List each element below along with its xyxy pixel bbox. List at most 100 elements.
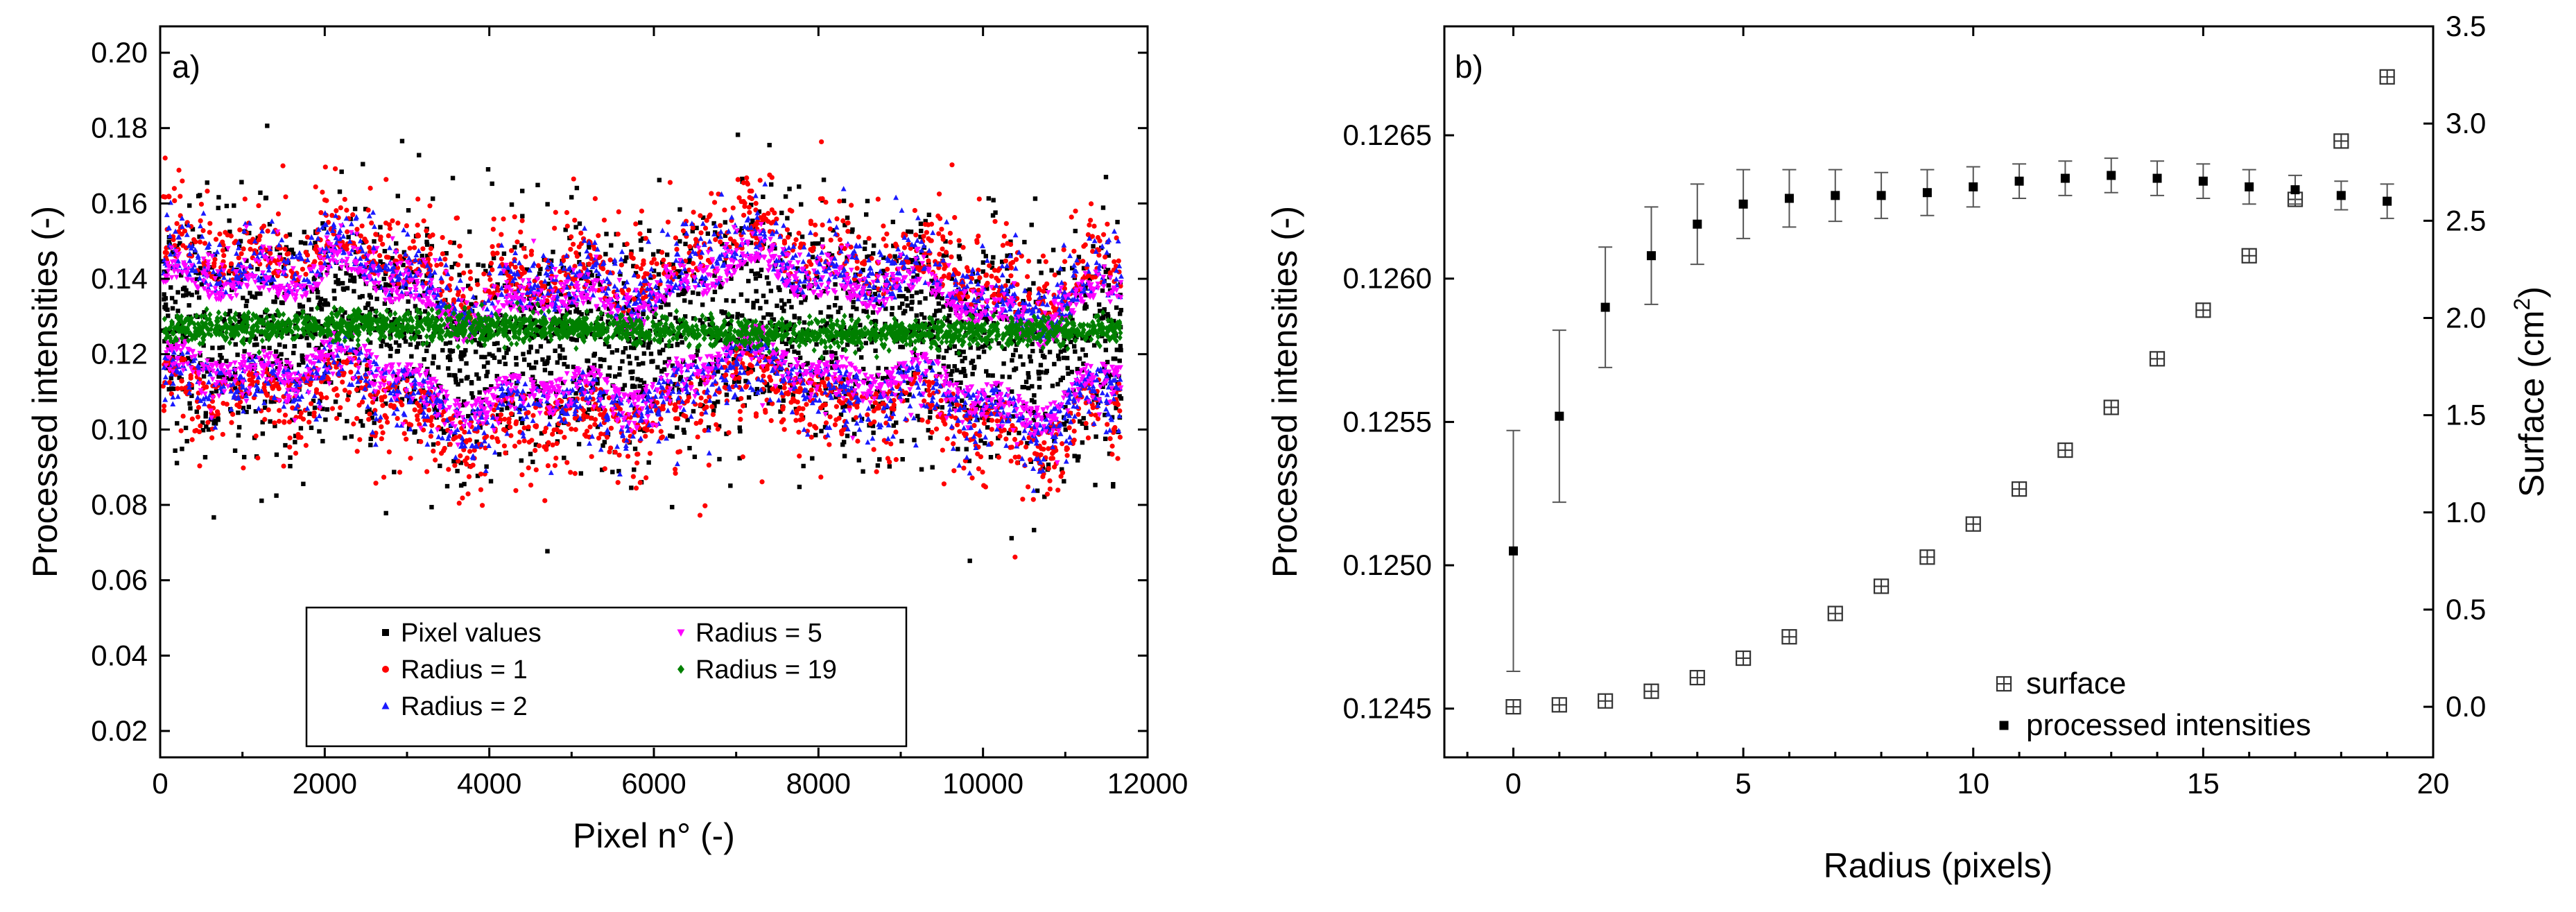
data-point <box>675 449 681 455</box>
data-point <box>912 207 917 214</box>
data-point <box>166 379 173 386</box>
data-point <box>1047 486 1053 492</box>
data-point <box>717 456 722 462</box>
data-point <box>729 314 734 319</box>
data-point <box>940 295 944 301</box>
data-point <box>200 428 206 433</box>
data-point <box>975 451 980 457</box>
data-point <box>833 417 839 422</box>
data-point <box>1106 374 1111 379</box>
data-point <box>490 181 494 187</box>
data-point <box>529 365 534 370</box>
data-point <box>241 465 246 471</box>
data-point <box>361 240 366 245</box>
data-point <box>503 450 508 456</box>
data-point <box>671 266 677 271</box>
data-point <box>295 311 301 316</box>
data-point <box>718 284 723 290</box>
data-point <box>961 465 967 471</box>
data-point <box>705 231 711 236</box>
data-point <box>205 369 210 374</box>
data-point <box>958 370 963 375</box>
data-point <box>600 443 605 448</box>
data-point <box>941 304 946 309</box>
data-point <box>293 450 299 456</box>
data-point <box>485 166 491 172</box>
data-point <box>1103 413 1107 418</box>
data-point <box>424 348 429 354</box>
data-point <box>512 264 518 270</box>
data-point <box>166 345 171 350</box>
data-point <box>384 342 389 347</box>
data-point <box>992 291 997 297</box>
data-point <box>214 277 219 282</box>
data-point <box>372 420 377 425</box>
data-point <box>988 455 994 460</box>
data-point <box>820 403 826 408</box>
data-point <box>734 370 739 376</box>
data-point <box>202 310 207 315</box>
data-point <box>518 229 524 235</box>
data-point <box>724 393 729 397</box>
data-point <box>768 418 774 424</box>
data-point <box>298 240 304 245</box>
data-point <box>949 254 954 260</box>
data-point <box>169 295 175 301</box>
data-point <box>246 372 252 377</box>
data-point <box>607 257 613 263</box>
data-point <box>818 357 823 363</box>
data-point <box>273 423 277 429</box>
data-point <box>428 246 434 251</box>
data-point <box>757 273 763 279</box>
data-point <box>521 357 527 362</box>
data-point <box>180 447 184 451</box>
data-point <box>252 295 258 300</box>
data-point <box>1118 396 1124 401</box>
data-point <box>458 253 463 259</box>
data-point <box>254 342 259 347</box>
data-point <box>467 269 473 275</box>
data-point <box>936 354 941 359</box>
data-point <box>890 219 896 225</box>
data-point <box>513 488 519 493</box>
data-point <box>692 454 698 459</box>
data-point <box>759 479 765 485</box>
data-point <box>1051 304 1056 311</box>
data-point <box>372 408 378 413</box>
data-point <box>271 299 276 304</box>
data-point <box>667 180 673 185</box>
data-point <box>395 265 401 270</box>
data-point <box>720 241 725 247</box>
data-point <box>849 313 854 318</box>
data-point <box>197 463 202 469</box>
data-point <box>533 447 538 454</box>
data-point <box>1111 482 1116 487</box>
data-point <box>901 245 908 250</box>
data-point <box>964 265 970 270</box>
data-point <box>1030 497 1036 502</box>
data-point <box>317 302 322 308</box>
data-point <box>723 220 728 225</box>
data-point <box>569 234 574 240</box>
data-point <box>842 440 847 445</box>
data-point <box>236 255 241 261</box>
data-point <box>258 190 263 196</box>
data-point <box>198 201 205 207</box>
data-point <box>571 176 576 182</box>
data-point <box>649 359 654 364</box>
data-point <box>935 291 941 296</box>
data-point <box>1100 384 1105 389</box>
data-point <box>797 355 803 361</box>
data-point <box>180 178 185 184</box>
data-point <box>200 420 205 425</box>
data-point <box>983 315 988 320</box>
data-point <box>976 233 981 239</box>
data-point <box>707 322 712 327</box>
data-point <box>893 429 899 435</box>
data-point <box>421 218 426 224</box>
data-point <box>414 345 420 350</box>
data-point <box>1005 278 1010 284</box>
data-point <box>990 373 995 378</box>
data-point <box>786 336 791 342</box>
data-point <box>241 246 246 252</box>
